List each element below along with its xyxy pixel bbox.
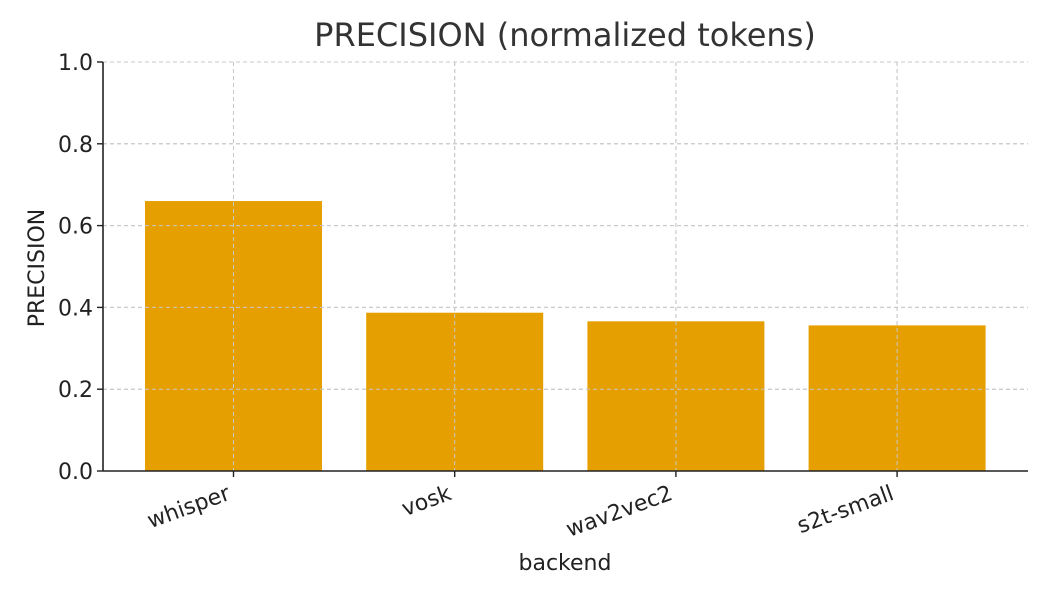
x-tick-label: s2t-small [794,481,897,539]
y-tick-label: 0.0 [58,460,93,485]
x-tick-label: vosk [399,481,455,522]
y-tick-label: 1.0 [58,51,93,76]
y-tick-label: 0.6 [58,215,93,240]
y-tick-label: 0.8 [58,133,93,158]
x-tick-label: whisper [144,481,234,534]
y-tick-label: 0.2 [58,378,93,403]
x-axis-label: backend [519,551,612,576]
bar-layer [145,201,986,471]
y-axis-label: PRECISION [25,209,50,328]
chart-title: PRECISION (normalized tokens) [314,16,816,54]
y-tick-layer: 0.0 0.2 0.4 0.6 0.8 1.0 [58,51,103,485]
x-tick-label: wav2vec2 [563,481,676,543]
x-tick-layer: whisper vosk wav2vec2 s2t-small [144,471,898,543]
y-tick-label: 0.4 [58,296,93,321]
bar-wav2vec2 [587,321,765,471]
